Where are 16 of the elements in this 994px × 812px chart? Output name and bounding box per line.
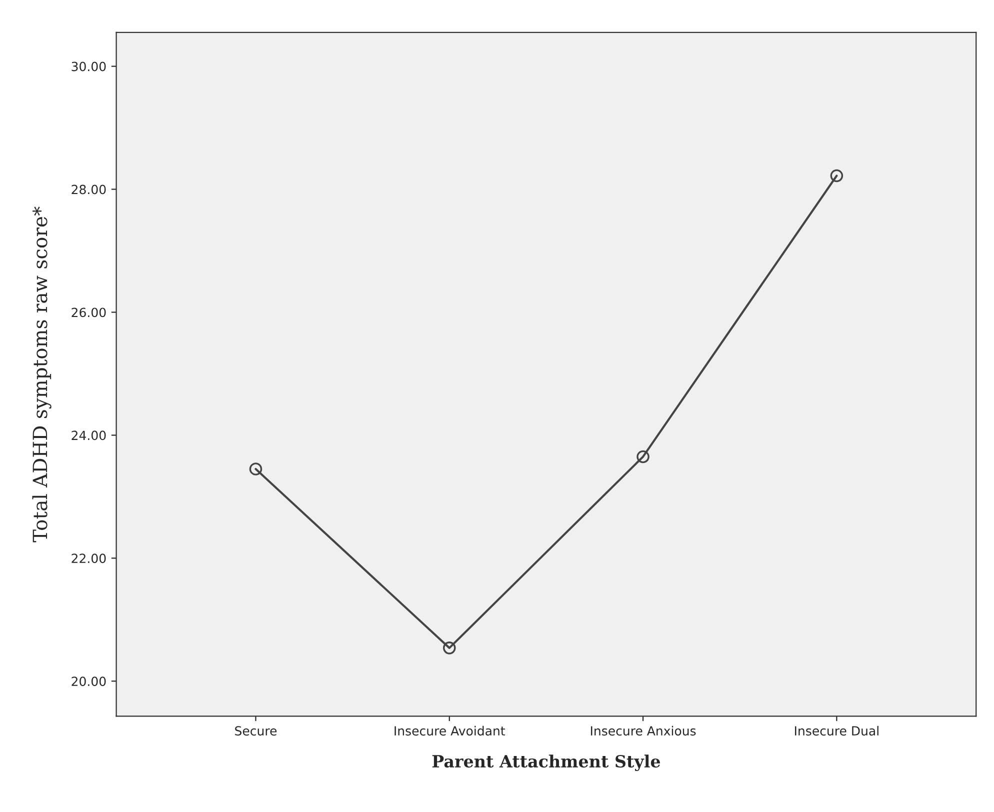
x-tick-label: Insecure Avoidant	[394, 726, 506, 736]
x-tick-label: Insecure Dual	[795, 726, 878, 736]
point	[442, 642, 456, 654]
y-tick-label: 22.00	[72, 554, 106, 564]
y-tick-label: 20.00	[72, 676, 106, 686]
y-tick-label: 24.00	[72, 430, 106, 440]
x-axis-title: Parent Attachment Style	[432, 754, 660, 772]
point	[636, 450, 650, 464]
point	[249, 462, 262, 476]
y-tick-label: 28.00	[72, 184, 106, 194]
point	[830, 169, 844, 182]
y-tick-label: 30.00	[72, 62, 106, 72]
y-axis-title: Total ADHD symptoms raw score*	[32, 206, 52, 542]
x-tick-label: Insecure Anxious	[590, 726, 696, 736]
y-tick-label: 26.00	[72, 308, 106, 318]
x-tick-label: Secure	[235, 726, 277, 736]
